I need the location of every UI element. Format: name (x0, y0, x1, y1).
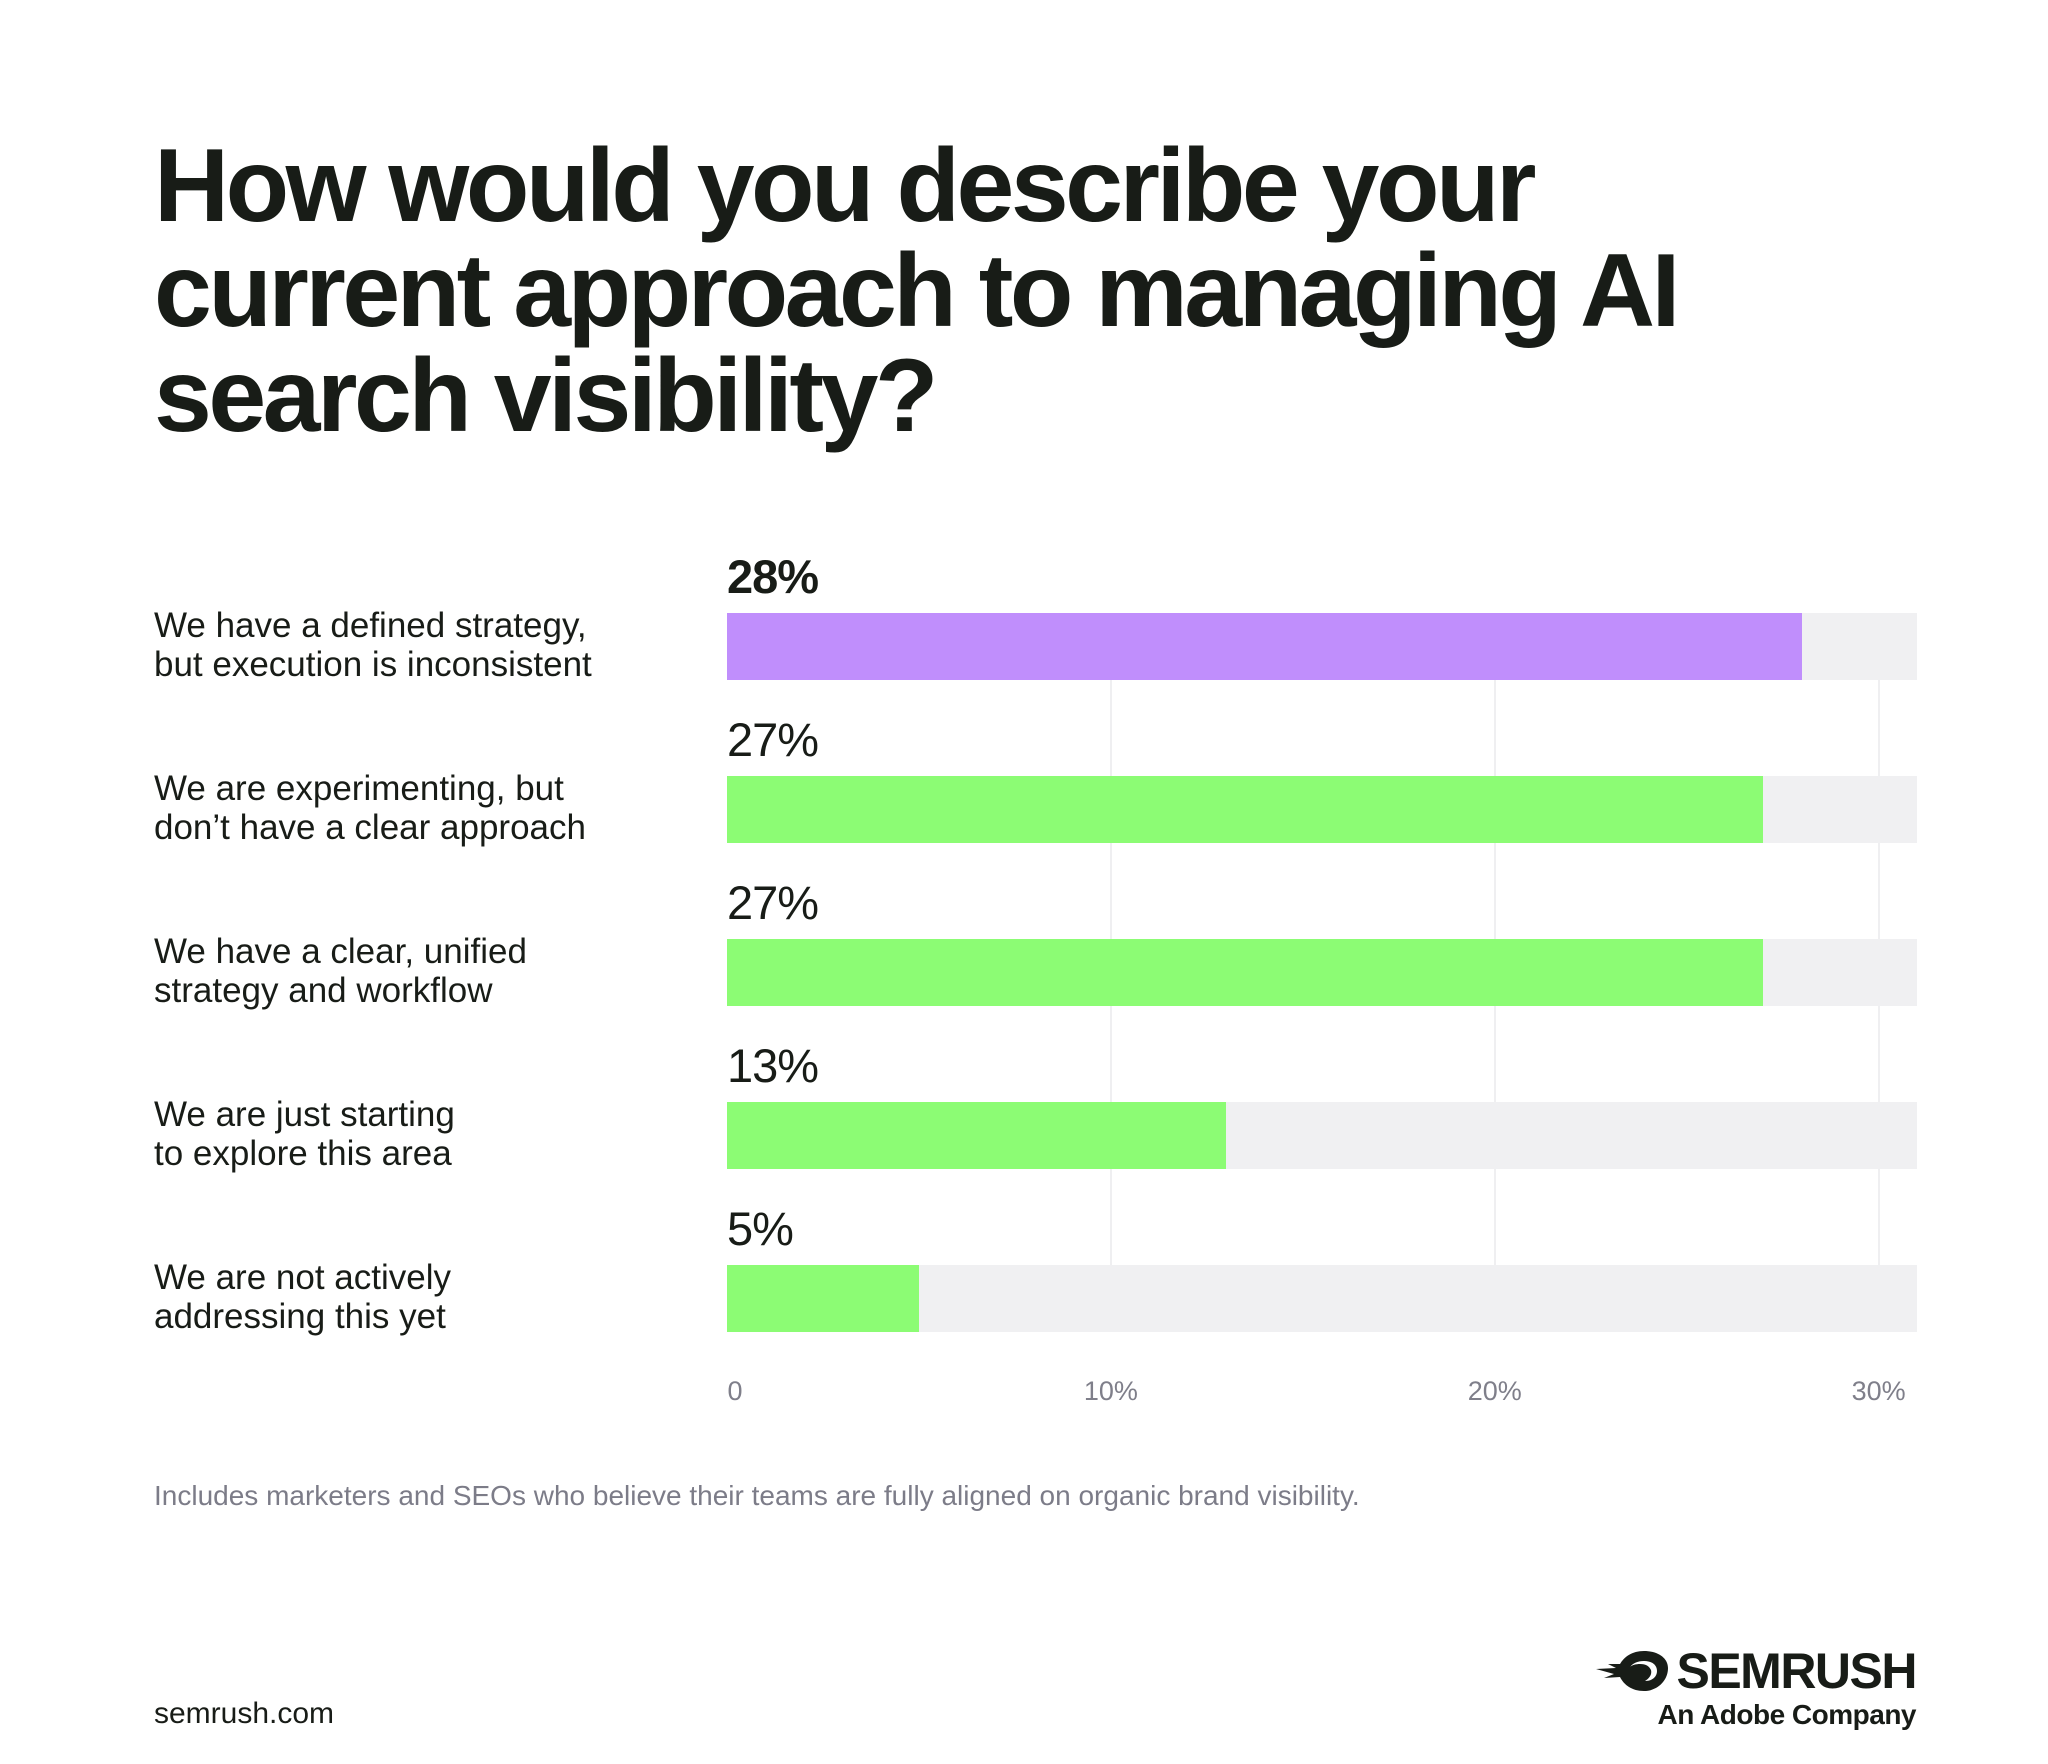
semrush-logo: SEMRUSH An Adobe Company (1594, 1643, 1917, 1731)
x-tick-label: 20% (1467, 1376, 1522, 1406)
value-label: 27% (727, 876, 819, 929)
bar-track (727, 939, 1917, 1006)
bar (727, 613, 1802, 680)
bar (727, 776, 1764, 843)
value-label: 27% (727, 713, 819, 766)
site-url: semrush.com (154, 1697, 335, 1730)
value-label: 13% (727, 1039, 819, 1092)
logo-wordmark: SEMRUSH (1676, 1643, 1917, 1699)
bar (727, 939, 1764, 1006)
bar-track (727, 1102, 1917, 1169)
value-label: 28% (727, 550, 819, 603)
value-label: 5% (727, 1202, 794, 1255)
x-tick-label: 0 (727, 1376, 743, 1406)
bar-track (727, 1265, 1917, 1332)
bar (727, 1102, 1227, 1169)
category-label: We are experimenting, but don’t have a c… (154, 769, 586, 847)
category-label: We have a clear, unified strategy and wo… (154, 932, 527, 1010)
gridline (1877, 672, 1880, 1330)
x-tick-label: 30% (1851, 1376, 1906, 1406)
chart-title: How would you describe your current appr… (154, 128, 1680, 454)
bar-track (727, 613, 1917, 680)
bar (727, 1265, 919, 1332)
semrush-logo-icon (1596, 1651, 1669, 1691)
category-label: We are just starting to explore this are… (154, 1095, 455, 1173)
logo-tagline: An Adobe Company (1657, 1699, 1916, 1730)
footnote: Includes marketers and SEOs who believe … (154, 1480, 1360, 1511)
gridline (1493, 672, 1496, 1330)
category-label: We are not actively addressing this yet (154, 1258, 451, 1336)
category-label: We have a defined strategy, but executio… (154, 606, 592, 684)
gridline (1109, 672, 1112, 1330)
x-tick-label: 10% (1083, 1376, 1138, 1406)
bar-track (727, 776, 1917, 843)
